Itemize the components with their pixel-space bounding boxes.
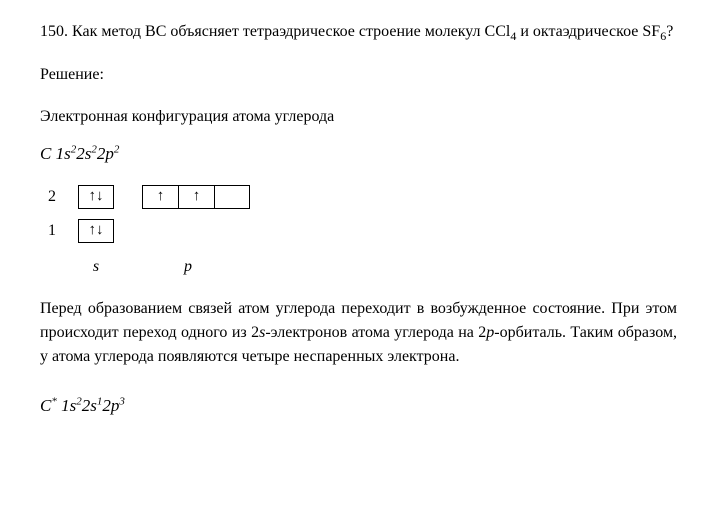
config2-2s: 2s1 <box>82 396 103 415</box>
excited-star: * <box>51 395 57 407</box>
solution-heading: Решение: <box>40 63 677 87</box>
explanation-paragraph: Перед образованием связей атом углерода … <box>40 297 677 369</box>
energy-level-1: 1 <box>48 219 78 243</box>
orbital-2p-box-3 <box>214 185 250 209</box>
orbital-2p-group: ↑ ↑ <box>142 185 250 209</box>
label-spacer-p <box>114 255 184 279</box>
config-2s: 2s2 <box>76 144 97 163</box>
problem-text-1: Как метод ВС объясняет тетраэдрическое с… <box>72 23 510 40</box>
problem-statement: 150. Как метод ВС объясняет тетраэдричес… <box>40 20 677 45</box>
config-heading: Электронная конфигурация атома углерода <box>40 105 677 129</box>
orbital-diagram: 2 ↑↓ ↑ ↑ 1 ↑↓ <box>40 185 677 243</box>
orbital-axis-labels: s p <box>40 255 677 279</box>
explanation-part-2: -электронов атома углерода на 2 <box>265 324 486 341</box>
config-2p: 2p2 <box>97 144 120 163</box>
orbital-2p-box-2: ↑ <box>178 185 214 209</box>
config2-1s: 1s2 <box>61 396 82 415</box>
electron-config-formula-2: C* 1s22s12p3 <box>40 393 677 419</box>
electron-config-formula-1: C 1s22s22p2 <box>40 141 677 167</box>
problem-number: 150. <box>40 23 68 40</box>
p-orbital-label: p <box>184 255 192 279</box>
orbital-row-1: 1 ↑↓ <box>40 219 677 243</box>
orbital-1s-box: ↑↓ <box>78 219 114 243</box>
s-orbital-label: s <box>78 255 114 279</box>
config-1s: 1s2 <box>56 144 77 163</box>
problem-text-2: и окта­эдрическое SF <box>516 23 660 40</box>
label-spacer <box>40 255 78 279</box>
orbital-row-2: 2 ↑↓ ↑ ↑ <box>40 185 677 209</box>
element-symbol: C <box>40 144 51 163</box>
energy-level-2: 2 <box>48 185 78 209</box>
orbital-2s-box: ↑↓ <box>78 185 114 209</box>
orbital-2p-box-1: ↑ <box>142 185 178 209</box>
problem-text-3: ? <box>666 23 673 40</box>
element-symbol-excited: C <box>40 396 51 415</box>
config2-2p: 2p3 <box>102 396 125 415</box>
